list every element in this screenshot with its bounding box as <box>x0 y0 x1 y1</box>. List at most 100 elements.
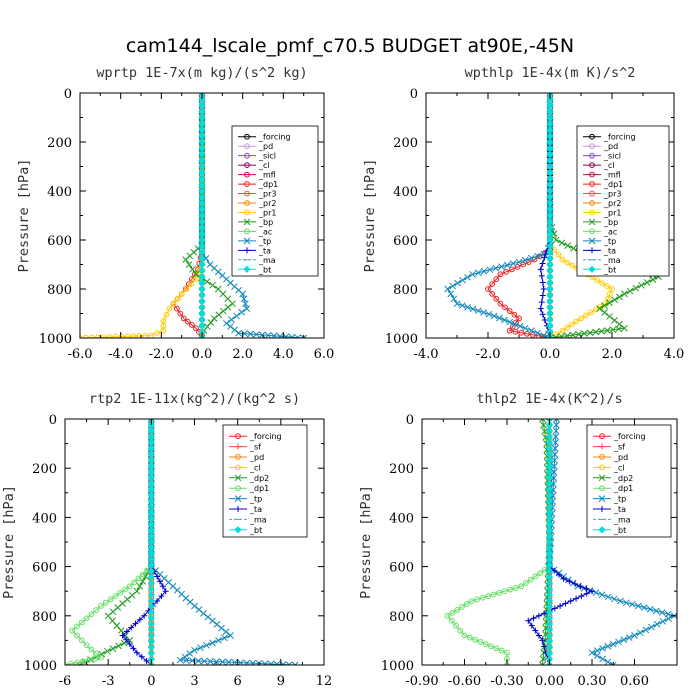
data-point <box>552 333 560 338</box>
x-tick-label: 9 <box>277 674 285 689</box>
data-point <box>569 331 577 338</box>
legend-label: _pr1 <box>603 208 621 217</box>
data-point <box>457 627 464 634</box>
legend: _forcing _sf_pd_cl _dp2_dp1 _tp_ta_ma _bt <box>222 424 308 538</box>
data-point <box>231 326 238 334</box>
data-point <box>539 279 546 286</box>
legend-label: _bt <box>603 265 616 274</box>
data-point <box>558 239 566 247</box>
data-point <box>135 575 142 582</box>
panel-title: thlp2 1E-4x(K^2)/s <box>476 391 622 407</box>
data-point <box>166 305 173 312</box>
data-point <box>225 658 232 665</box>
data-point <box>509 260 517 267</box>
y-axis-label: Pressure [hPa] <box>16 159 32 273</box>
legend-label: _forcing <box>613 432 646 441</box>
data-point <box>117 589 124 596</box>
data-point <box>528 327 535 335</box>
data-point <box>564 324 570 331</box>
data-point <box>643 279 651 286</box>
data-point <box>570 245 577 252</box>
data-point <box>550 474 558 482</box>
data-point <box>583 312 589 319</box>
data-point <box>638 281 645 289</box>
data-point <box>143 657 150 664</box>
data-point <box>606 299 613 307</box>
data-point <box>183 286 190 292</box>
data-point <box>178 291 185 297</box>
data-point <box>486 266 494 274</box>
data-point <box>74 623 80 630</box>
data-point <box>497 271 504 278</box>
data-point <box>493 295 500 302</box>
data-point <box>512 328 519 335</box>
data-point <box>504 261 511 269</box>
data-point <box>100 334 107 338</box>
x-tick-label: 2.0 <box>232 347 253 362</box>
data-point <box>198 291 206 299</box>
data-point <box>107 596 114 603</box>
x-tick-label: -3 <box>102 674 115 689</box>
x-tick-label: 2.0 <box>602 347 623 362</box>
data-point <box>447 290 455 298</box>
data-point <box>550 468 558 476</box>
y-axis-label: Pressure [hPa] <box>358 485 374 599</box>
x-tick-label: 6.0 <box>314 347 335 362</box>
x-tick-label: 0.30 <box>578 674 607 689</box>
data-point <box>106 334 113 338</box>
data-point <box>215 637 222 644</box>
data-point <box>498 263 505 270</box>
panel-title: wprtp 1E-7x(m kg)/(s^2 kg) <box>96 65 307 81</box>
data-point <box>632 284 640 292</box>
legend-label: _sicl <box>258 152 276 161</box>
legend-marker <box>598 474 606 482</box>
legend-label: _bt <box>613 526 626 535</box>
y-tick-label: 0 <box>49 413 57 428</box>
data-point <box>124 333 131 338</box>
data-point <box>546 93 554 97</box>
data-point <box>240 295 248 303</box>
data-point <box>493 276 500 283</box>
legend-label: _sf <box>613 443 625 452</box>
data-point <box>249 659 257 665</box>
data-point <box>611 296 618 304</box>
legend-label: _pr2 <box>603 199 621 208</box>
data-point <box>620 636 628 644</box>
y-tick-label: 0 <box>410 87 418 102</box>
y-tick-label: 400 <box>389 511 414 526</box>
data-point <box>126 641 133 648</box>
data-point <box>174 305 180 312</box>
data-point <box>501 588 508 595</box>
data-point <box>182 656 190 664</box>
data-point <box>555 251 562 258</box>
data-point <box>177 310 184 317</box>
data-point <box>539 311 546 318</box>
x-tick-label: 0.0 <box>540 347 561 362</box>
x-tick-label: 0.0 <box>192 347 213 362</box>
x-tick-label: -0.60 <box>448 674 481 689</box>
data-point <box>122 586 128 593</box>
data-point <box>546 303 554 311</box>
data-point <box>98 654 104 661</box>
data-point <box>598 591 606 599</box>
data-point <box>464 273 471 281</box>
data-point <box>198 309 206 318</box>
legend-label: _cl <box>603 161 615 170</box>
data-point <box>118 333 125 338</box>
data-point <box>273 660 281 665</box>
data-point <box>516 315 522 322</box>
data-point <box>198 322 206 330</box>
data-point <box>511 311 518 318</box>
data-point <box>247 330 254 338</box>
legend: _forcing _sf_pd_cl _dp2_dp1 _tp_ta_ma _bt <box>586 424 672 538</box>
x-tick-label: -0.90 <box>405 674 438 689</box>
data-point <box>538 272 545 279</box>
data-point <box>540 421 547 429</box>
plot-area <box>444 93 662 338</box>
data-point <box>224 304 232 311</box>
data-point <box>518 329 525 336</box>
data-point <box>573 318 580 325</box>
data-point <box>496 589 503 596</box>
data-point <box>213 658 220 665</box>
data-point <box>242 300 249 308</box>
